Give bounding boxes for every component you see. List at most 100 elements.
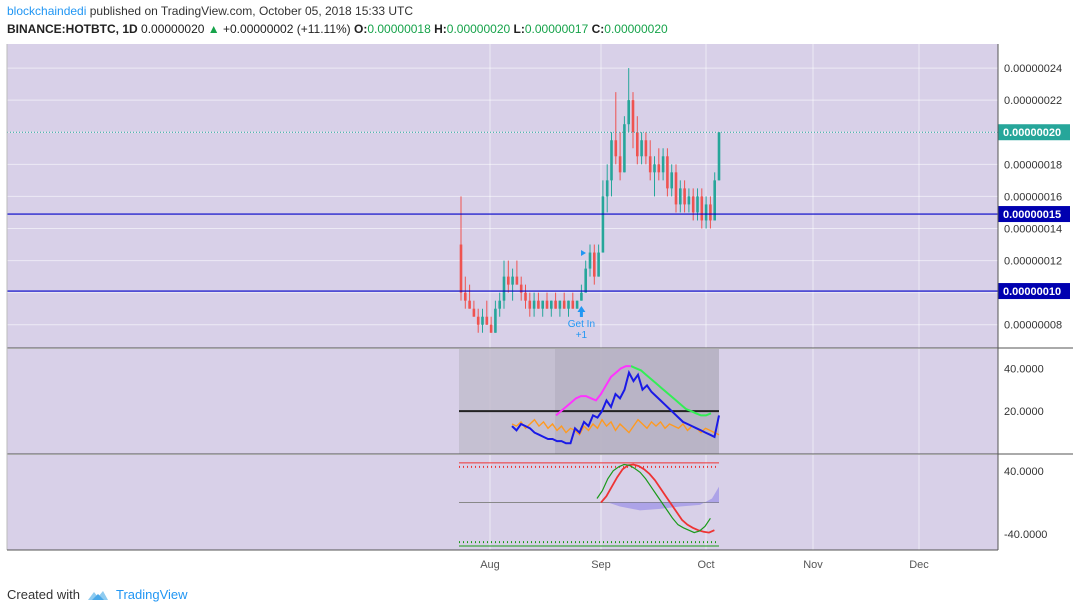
low-value: 0.00000017 [524,22,589,36]
candle-body [537,300,540,309]
candle-body [489,324,493,333]
shaded-range-inner [555,349,719,454]
y-tick-label: 40.0000 [1004,466,1044,478]
y-tick-label: 0.00000018 [1004,159,1062,171]
candle-body [696,196,699,213]
publisher-name[interactable]: blockchaindedi [7,4,87,18]
candle-body [545,300,549,309]
candle-body [623,124,626,173]
tradingview-brand[interactable]: TradingView [115,587,188,602]
candle-body [472,308,476,317]
candle-body [554,300,557,309]
candle-body [562,300,566,309]
symbol-info: BINANCE:HOTBTC, 1D 0.00000020 ▲ +0.00000… [7,22,668,36]
candle-body [507,276,510,285]
candle-body [674,172,678,205]
histogram-area [608,486,719,511]
candle-body [700,196,704,221]
candle-body [519,284,523,293]
candle-body [502,276,506,301]
candle-body [636,132,639,157]
y-tick-label: 40.0000 [1004,363,1044,375]
candle-body [610,140,613,181]
candle-body [494,308,497,333]
tradingview-logo-icon [87,590,108,600]
last-price-label: 0.00000020 [1003,127,1061,139]
candle-body [524,292,527,301]
candle-body [593,252,596,277]
candle-body [571,300,575,309]
last-price-label-bg [998,124,1070,141]
candle-body [704,204,708,221]
candle-body [648,156,652,173]
candle-body [558,300,562,309]
up-arrow-icon: ▲ [207,22,220,36]
y-tick-label: 0.00000024 [1004,63,1062,75]
candle-body [575,300,579,309]
candle-body [691,196,695,213]
close-value: 0.00000020 [604,22,668,36]
footer: Created with TradingView [7,587,188,602]
osc-series-line [511,369,720,445]
candle-body [567,300,570,309]
candle-body [687,196,691,205]
high-value: 0.00000020 [446,22,511,36]
candle-body [605,180,609,197]
y-tick-label: 20.0000 [1004,406,1044,418]
osc-series-line [630,365,712,417]
x-tick-label: Aug [480,559,500,571]
candle-body [717,132,721,181]
candle-body [644,140,648,157]
candle-body [657,164,661,173]
publish-info: blockchaindedi published on TradingView.… [7,4,413,18]
candle-body [550,300,553,309]
y-tick-label: -40.0000 [1004,529,1047,541]
x-tick-label: Oct [697,559,714,571]
open-label: O: [354,22,368,36]
osc-series-line [600,463,715,534]
candle-body [666,156,669,189]
close-label: C: [591,22,605,36]
price-change: +0.00000002 (+11.11%) [223,22,351,36]
candle-body [588,252,592,269]
candle-body [528,300,532,309]
candle-body [618,156,622,173]
candle-body [498,300,501,309]
annotation-arrow-icon [577,306,586,317]
candle-body [511,276,514,285]
candle-body [584,268,587,293]
y-tick-label: 0.00000008 [1004,320,1062,332]
candle-body [627,100,630,125]
annotation-sub-label: +1 [576,330,588,341]
candle-body [580,292,583,301]
candle-body [661,156,665,173]
candle-body [713,180,716,221]
marker-arrow-icon [581,250,586,256]
created-with-text: Created with [7,587,80,602]
candle-body [476,316,480,325]
y-tick-label: 0.00000016 [1004,191,1062,203]
x-tick-label: Sep [591,559,611,571]
annotation-label: Get In [568,319,595,330]
y-tick-label: 0.00000012 [1004,256,1062,268]
open-value: 0.00000018 [367,22,431,36]
candle-body [601,196,605,253]
candle-body [532,300,536,309]
candle-body [640,140,643,157]
high-label: H: [434,22,447,36]
osc-series-line [555,365,631,417]
osc-series-line [596,463,711,534]
x-tick-label: Nov [803,559,823,571]
candle-body [464,292,467,301]
last-price: 0.00000020 [141,22,205,36]
price-label-bg [998,283,1070,300]
candle-body [614,140,618,157]
candle-body [670,172,673,189]
candle-body [541,300,544,309]
x-tick-label: Dec [909,559,929,571]
price-label-bg [998,206,1070,223]
candle-body [468,300,471,309]
candle-body [481,316,484,325]
y-tick-label: 0.00000022 [1004,95,1062,107]
